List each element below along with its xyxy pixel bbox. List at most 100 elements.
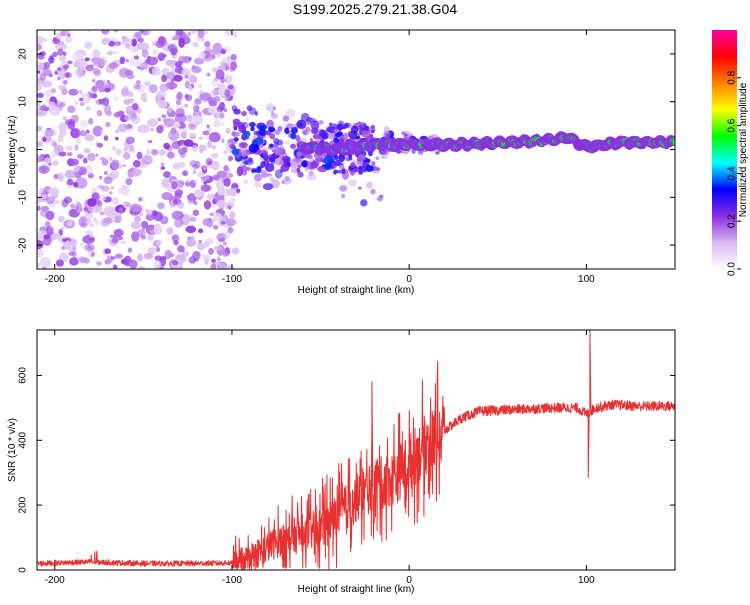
spectrogram-cell	[83, 148, 91, 154]
spectrogram-cell	[163, 171, 171, 178]
spectrogram-cell	[227, 205, 232, 210]
spectrogram-cell	[349, 162, 356, 168]
spectrogram-cell	[105, 121, 111, 128]
spectrogram-cell	[129, 203, 142, 213]
spectrogram-cell	[350, 125, 359, 134]
spectrogram-cell	[37, 92, 44, 99]
spectrogram-cell	[266, 119, 274, 129]
spectrogram-cell	[137, 37, 144, 43]
spectrogram-cell	[54, 232, 61, 240]
spectrogram-cell	[66, 151, 73, 157]
spectrogram-cell	[192, 41, 199, 48]
spectrogram-cell	[222, 241, 228, 246]
spectrogram-cell	[122, 163, 126, 167]
spectrogram-cell	[178, 161, 186, 168]
spectrogram-cell	[129, 210, 134, 215]
spectrogram-cell	[175, 179, 184, 188]
spectrogram-cell	[192, 209, 200, 217]
spectrogram-cell	[113, 212, 120, 217]
spectrogram-cell	[199, 92, 212, 102]
spectrogram-cell	[125, 43, 131, 49]
spectrogram-cell	[173, 74, 183, 82]
spectrogram-cell	[107, 238, 113, 243]
spectrogram-cell	[138, 197, 143, 202]
spectrogram-cell	[68, 88, 79, 96]
spectrogram-cell	[120, 240, 126, 245]
spectrogram-cell	[370, 124, 376, 129]
spectrogram-cell	[94, 220, 101, 226]
spectrogram-cell	[203, 99, 207, 104]
spectrogram-cell	[211, 144, 216, 150]
spectrogram-cell	[219, 112, 225, 119]
spectrogram-cell	[67, 220, 73, 227]
spectrogram-cell	[44, 129, 55, 137]
spectrogram-cell	[98, 98, 105, 104]
spectrogram-cell	[134, 215, 142, 222]
spectrogram-cell	[225, 127, 231, 134]
spectrogram-cell	[163, 118, 177, 128]
spectrogram-cell	[404, 133, 408, 137]
spectrogram-cell	[334, 159, 342, 167]
spectrogram-cell	[96, 109, 103, 117]
spectrogram-cell	[66, 178, 74, 186]
spectrogram-cell	[110, 159, 120, 170]
colorbar-tick-label: 0.8	[727, 70, 738, 84]
spectrogram-cell	[40, 205, 50, 214]
spectrogram-cell	[92, 125, 104, 137]
spectrogram-cell	[131, 47, 140, 53]
spectrogram-cell	[75, 138, 81, 144]
spectrogram-cell	[310, 127, 319, 135]
spectrogram-cell	[197, 228, 204, 234]
spectrogram-cell	[206, 127, 211, 132]
spectrogram-cell	[39, 105, 46, 111]
spectrogram-cell	[68, 251, 75, 256]
spectrogram-cell	[333, 137, 340, 144]
spectrogram-cell	[254, 137, 264, 145]
spectrogram-cell	[309, 137, 313, 143]
spectrogram-cell	[92, 217, 98, 222]
spectrogram-cell	[172, 212, 177, 217]
spectrogram-x-ticks: -200 -100 0 100	[45, 30, 595, 285]
spectrogram-cell	[140, 95, 147, 101]
spectrogram-cell	[52, 160, 59, 166]
spectrogram-cell	[85, 106, 91, 111]
spectrogram-cell	[137, 253, 143, 262]
spectrogram-cell	[147, 139, 153, 144]
spectrogram-cell	[45, 210, 55, 221]
spectrogram-cell	[140, 62, 150, 71]
spectrogram-cell	[268, 126, 276, 133]
spectrogram-cell	[251, 169, 256, 173]
spectrogram-cell	[145, 52, 150, 57]
spectrogram-cell	[129, 259, 138, 269]
spectrogram-cell	[161, 74, 167, 83]
spectrogram-cell	[296, 167, 301, 174]
spectrogram-cell	[365, 164, 374, 173]
spectrogram-cell	[228, 173, 234, 178]
spectrogram-cell	[43, 38, 48, 42]
spectrogram-cell	[217, 186, 226, 196]
spectrogram-cell	[67, 60, 73, 65]
spectrogram-cell	[231, 148, 240, 155]
spectrogram-cell	[244, 117, 250, 121]
spectrogram-cell	[144, 45, 150, 51]
spectrogram-cell	[159, 102, 164, 108]
y-tick-label: 0	[18, 567, 29, 573]
spectrogram-cell	[182, 170, 189, 177]
spectrogram-cell	[113, 96, 119, 102]
spectrogram-cell	[103, 206, 116, 217]
spectrogram-cell	[92, 48, 100, 54]
spectrogram-cell	[189, 132, 197, 138]
spectrogram-cell	[166, 151, 175, 159]
spectrogram-cell	[193, 104, 200, 113]
spectrogram-cell	[248, 143, 259, 153]
spectrogram-cell	[125, 178, 133, 186]
spectrogram-cell	[103, 171, 108, 176]
spectrogram-cell	[156, 125, 164, 134]
snr-y-label: SNR (10 * v/v)	[7, 418, 18, 482]
spectrogram-cell	[203, 200, 212, 210]
spectrogram-cell	[53, 141, 57, 148]
spectrogram-cell	[191, 145, 198, 152]
spectrogram-cell	[295, 134, 301, 142]
colorbar-tick-label: 0.0	[727, 262, 738, 276]
